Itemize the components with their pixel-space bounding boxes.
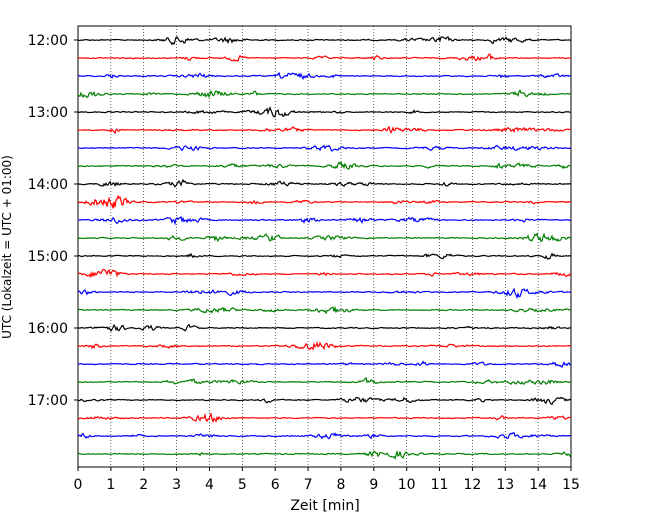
y-tick-label: 15:00 — [28, 249, 68, 265]
x-tick-label: 6 — [271, 477, 280, 493]
y-tick-label: 12:00 — [28, 33, 68, 49]
seismic-trace — [77, 341, 572, 351]
x-tick-label: 0 — [74, 477, 83, 493]
seismic-trace — [77, 449, 572, 460]
seismic-trace — [77, 106, 572, 118]
seismic-trace — [77, 71, 572, 81]
x-tick-label: 15 — [562, 477, 580, 493]
x-tick-label: 10 — [398, 477, 416, 493]
seismic-trace — [77, 323, 572, 332]
x-axis-ticks: 0 1 2 3 4 5 6 7 8 9 10 11 12 13 14 15 — [74, 467, 580, 493]
seismic-trace — [77, 35, 572, 46]
seismic-trace — [77, 376, 572, 386]
seismic-trace — [77, 53, 572, 63]
plot-frame — [77, 25, 572, 468]
x-tick-label: 9 — [369, 477, 378, 493]
seismic-trace — [77, 144, 572, 152]
seismic-trace — [77, 215, 572, 226]
x-tick-label: 4 — [205, 477, 214, 493]
seismic-trace — [77, 432, 572, 440]
seismic-trace — [77, 268, 572, 279]
seismic-trace — [77, 194, 572, 209]
seismic-trace — [77, 360, 572, 369]
seismic-trace — [77, 160, 572, 170]
x-tick-label: 14 — [529, 477, 547, 493]
x-tick-label: 3 — [172, 477, 181, 493]
x-tick-label: 13 — [496, 477, 514, 493]
seismic-trace — [77, 287, 572, 300]
x-axis-label: Zeit [min] — [290, 498, 359, 514]
seismic-trace — [77, 232, 572, 243]
seismic-trace — [77, 305, 572, 315]
y-tick-label: 13:00 — [28, 105, 68, 121]
seismic-trace — [77, 396, 572, 406]
x-tick-label: 7 — [304, 477, 313, 493]
y-tick-label: 16:00 — [28, 321, 68, 337]
x-tick-label: 5 — [238, 477, 247, 493]
seismic-trace — [77, 89, 572, 99]
x-tick-label: 8 — [336, 477, 345, 493]
x-tick-label: 2 — [139, 477, 148, 493]
y-tick-label: 17:00 — [28, 393, 68, 409]
x-tick-label: 1 — [106, 477, 115, 493]
x-tick-label: 11 — [431, 477, 449, 493]
seismic-trace — [77, 178, 572, 188]
seismic-trace — [77, 125, 572, 135]
seismic-trace — [77, 252, 572, 260]
y-tick-label: 14:00 — [28, 177, 68, 193]
seismic-trace — [77, 411, 572, 424]
y-axis-ticks: 12:00 13:00 14:00 15:00 16:00 17:00 — [28, 33, 78, 409]
y-axis-label: UTC (Lokalzeit = UTC + 01:00) — [0, 155, 14, 339]
x-tick-label: 12 — [463, 477, 481, 493]
traces — [77, 35, 572, 460]
